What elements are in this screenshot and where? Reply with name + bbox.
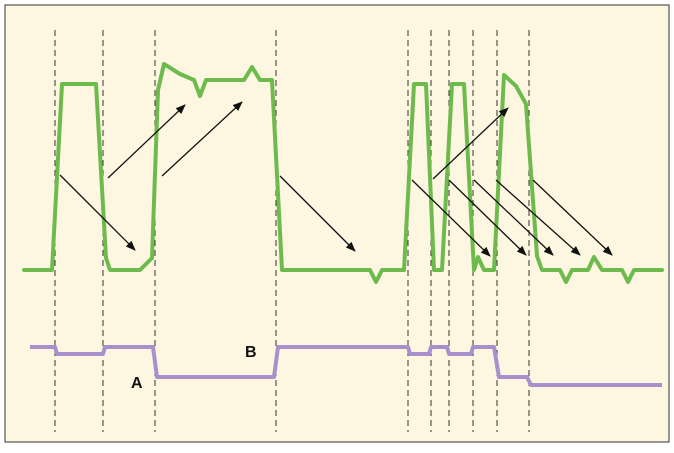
arrow (279, 175, 356, 252)
label-b: B (245, 344, 257, 361)
arrow (59, 174, 136, 251)
arrow (161, 101, 243, 177)
arrow (411, 179, 491, 257)
arrow (107, 104, 186, 179)
arrow (432, 107, 509, 180)
top-signal-trace (22, 62, 664, 284)
diagram-background (4, 4, 670, 443)
bottom-signal-trace (30, 345, 662, 387)
label-a: A (131, 375, 143, 392)
arrow (448, 179, 527, 256)
arrow (532, 179, 613, 256)
arrow (473, 179, 554, 256)
transition-arrows (59, 101, 613, 257)
arrow (495, 179, 581, 256)
